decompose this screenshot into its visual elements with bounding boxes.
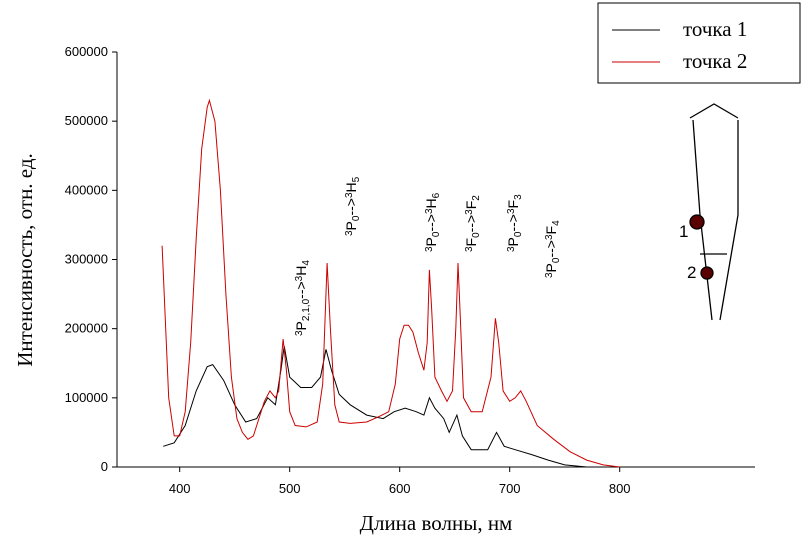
- annotation-part: H: [423, 198, 439, 208]
- annotation-part: 3: [294, 330, 305, 336]
- annotation-part: 3: [424, 246, 435, 252]
- annotation-part: 3: [464, 246, 475, 252]
- y-tick-label: 400000: [65, 182, 108, 197]
- annotation-part: 4: [551, 220, 562, 226]
- x-axis-label: Длина волны, нм: [360, 511, 513, 535]
- annotation-part: 4: [301, 260, 312, 266]
- data-line: [161, 98, 620, 468]
- x-tick-label: 600: [389, 481, 411, 496]
- x-tick-label: 800: [609, 481, 631, 496]
- annotation-part: H: [343, 182, 359, 192]
- annotation: 3P0-->3F4: [543, 220, 562, 278]
- annotation-part: -->: [463, 215, 479, 233]
- annotation-part: 3: [544, 234, 555, 240]
- annotation-part: 2: [471, 195, 482, 201]
- annotation-part: 3: [513, 194, 524, 200]
- annotation-part: 0: [351, 215, 362, 221]
- annotation-part: 3: [344, 230, 355, 236]
- annotation-part: 3: [344, 192, 355, 198]
- annotation-part: P: [423, 237, 439, 246]
- annotation-part: 0: [471, 232, 482, 238]
- inset-point: [700, 266, 714, 280]
- annotation-part: F: [543, 226, 559, 235]
- annotation-part: -->: [293, 281, 309, 299]
- x-tick-label: 400: [169, 481, 191, 496]
- annotation: 3P0-->3H6: [423, 192, 442, 252]
- y-tick-label: 100000: [65, 390, 108, 405]
- annotation-part: 5: [351, 176, 362, 182]
- inset-cap: [689, 103, 739, 119]
- annotation-part: 0: [431, 231, 442, 237]
- annotation-part: -->: [423, 214, 439, 232]
- annotation-part: F: [463, 238, 479, 247]
- annotation: 3P0-->3F3: [505, 194, 524, 252]
- annotation-part: 0: [551, 257, 562, 263]
- annotation: 3P0-->3H5: [343, 176, 362, 236]
- annotation-part: 0: [513, 231, 524, 237]
- y-tick-label: 600000: [65, 44, 108, 59]
- annotation-part: P: [505, 237, 521, 246]
- inset-point: [689, 214, 705, 230]
- data-line: [163, 345, 620, 468]
- annotation-part: 6: [431, 192, 442, 198]
- annotation-part: -->: [543, 240, 559, 258]
- annotation-part: 3: [544, 272, 555, 278]
- annotation: 3F0-->3F2: [463, 195, 482, 252]
- y-tick-label: 0: [101, 459, 108, 474]
- annotation-part: F: [505, 200, 521, 209]
- annotation-part: 3: [424, 208, 435, 214]
- annotation-part: F: [463, 201, 479, 210]
- x-tick-label: 700: [499, 481, 521, 496]
- annotation-part: -->: [343, 198, 359, 216]
- annotation-part: H: [293, 266, 309, 276]
- inset-wall: [719, 120, 739, 321]
- annotation-part: P: [343, 221, 359, 230]
- legend-label: точка 2: [683, 49, 747, 73]
- annotation-part: 2,1,0: [301, 298, 312, 321]
- annotation-part: 3: [506, 246, 517, 252]
- annotation-part: 3: [464, 209, 475, 215]
- y-tick-label: 200000: [65, 321, 108, 336]
- y-axis-label: Интенсивность, отн. ед.: [13, 153, 37, 367]
- annotation-part: -->: [505, 214, 521, 232]
- annotation-part: 3: [506, 208, 517, 214]
- legend-label: точка 1: [683, 17, 747, 41]
- legend-box: [597, 2, 801, 84]
- annotation-part: 3: [294, 275, 305, 281]
- inset-label: 1: [679, 222, 688, 241]
- y-tick-label: 500000: [65, 113, 108, 128]
- annotation-part: P: [543, 263, 559, 272]
- annotation: 3P2,1,0-->3H4: [293, 260, 312, 336]
- annotation-part: P: [293, 321, 309, 330]
- inset-diagram: [689, 103, 739, 321]
- inset-label: 2: [687, 263, 696, 282]
- y-tick-label: 300000: [65, 252, 108, 267]
- x-tick-label: 500: [279, 481, 301, 496]
